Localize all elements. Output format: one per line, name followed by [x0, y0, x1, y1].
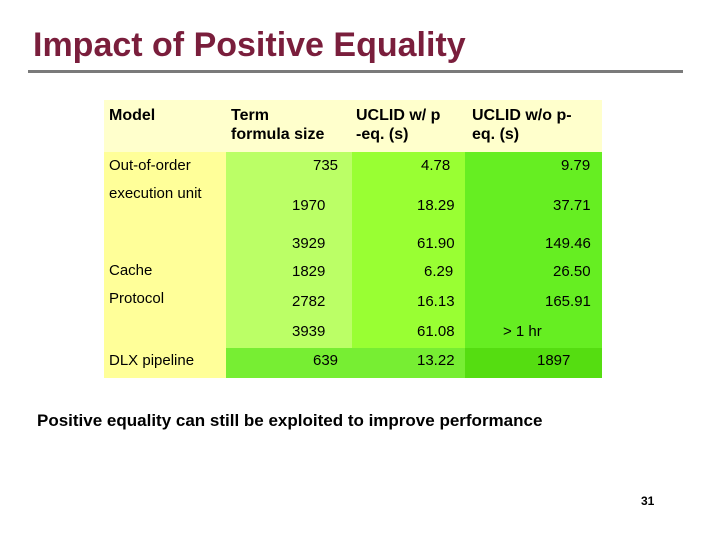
- row7-term: 639: [313, 352, 339, 369]
- ooo-with-bg: [352, 152, 465, 230]
- row4-term: 1829: [292, 263, 326, 280]
- row2-with: 18.29: [417, 197, 455, 214]
- header-uclid-without-peq: UCLID w/o p- eq. (s): [472, 107, 572, 143]
- ooo-row3-with-bg: [352, 230, 465, 256]
- row4-without: 26.50: [553, 263, 591, 280]
- page-number: 31: [641, 494, 655, 508]
- row7-with: 13.22: [417, 352, 455, 369]
- mid-term-bg: [226, 256, 352, 348]
- model-ooo-line2: execution unit: [109, 185, 202, 202]
- ooo-row3-term-bg: [226, 230, 352, 256]
- row4-with: 6.29: [424, 263, 454, 280]
- row5-with: 16.13: [417, 293, 455, 310]
- model-protocol: Protocol: [109, 290, 165, 307]
- row1-with: 4.78: [421, 157, 451, 174]
- conclusion-text: Positive equality can still be exploited…: [37, 411, 543, 430]
- row3-without: 149.46: [545, 235, 591, 252]
- row6-without: > 1 hr: [503, 323, 542, 340]
- row6-term: 3939: [292, 323, 326, 340]
- title-underline: [28, 70, 683, 73]
- ooo-term-bg: [226, 152, 352, 230]
- model-ooo-line1: Out-of-order: [109, 157, 191, 174]
- ooo-row3-without-bg: [465, 230, 602, 256]
- row7-without: 1897: [537, 352, 571, 369]
- row1-term: 735: [313, 157, 339, 174]
- header-model: Model: [109, 107, 156, 124]
- ooo-without-bg: [465, 152, 602, 230]
- row6-with: 61.08: [417, 323, 455, 340]
- row3-term: 3929: [292, 235, 326, 252]
- header-uclid-with-peq: UCLID w/ p -eq. (s): [356, 107, 441, 143]
- slide-title: Impact of Positive Equality: [33, 26, 466, 64]
- row5-term: 2782: [292, 293, 326, 310]
- row1-without: 9.79: [561, 157, 591, 174]
- mid-without-bg: [465, 256, 602, 348]
- dlx-term-bg: [226, 348, 352, 378]
- row2-term: 1970: [292, 197, 326, 214]
- dlx-without-bg: [465, 348, 602, 378]
- model-cache: Cache: [109, 262, 153, 279]
- row2-without: 37.71: [553, 197, 591, 214]
- model-dlx: DLX pipeline: [109, 352, 195, 369]
- header-term-size: Term formula size: [231, 107, 325, 143]
- row5-without: 165.91: [545, 293, 591, 310]
- header-bg: [104, 100, 602, 152]
- mid-with-bg: [352, 256, 465, 348]
- model-column-bg: [104, 152, 226, 378]
- row3-with: 61.90: [417, 235, 455, 252]
- dlx-with-bg: [352, 348, 465, 378]
